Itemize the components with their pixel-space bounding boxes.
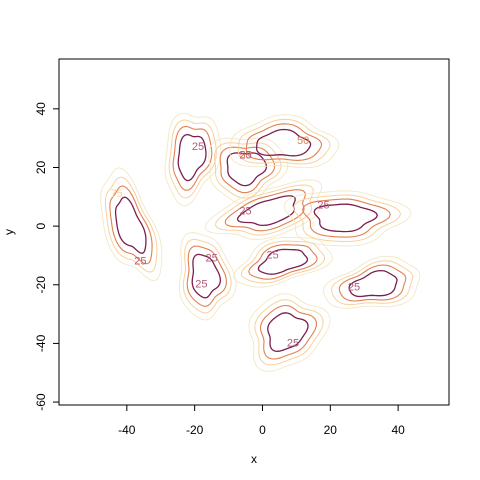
contour-line-level-75 [255,300,323,365]
contour-cluster-D [101,168,162,281]
contour-layer [101,113,420,371]
y-axis-label: y [2,229,16,235]
y-tick-label: -40 [34,334,48,352]
contour-line-level-25 [116,197,146,253]
x-tick-label: 20 [324,423,338,437]
contour-label: 50 [297,135,309,147]
contour-label: 25 [239,150,251,162]
contour-label: 25 [239,205,251,217]
contour-cluster-H [234,237,333,287]
contour-label: 25 [192,141,204,153]
x-tick-label: 0 [259,423,266,437]
contour-cluster-J [249,294,330,372]
x-tick-label: -40 [118,423,136,437]
contour-label: 25 [348,282,360,294]
y-axis: -60 -40 -20 0 20 40 [34,102,59,411]
x-axis: -40 -20 0 20 40 [118,405,405,437]
contour-cluster-G [179,233,236,321]
contour-cluster-A [165,113,221,206]
y-tick-label: -60 [34,393,48,411]
contour-label: 75 [111,188,123,200]
y-tick-label: 0 [34,222,48,229]
contour-label: 25 [205,252,217,264]
x-tick-label: 40 [391,423,405,437]
contour-label: 25 [195,279,207,291]
x-tick-label: -20 [186,423,204,437]
contour-label: 25 [317,200,329,212]
x-axis-label: x [251,452,257,466]
y-tick-label: 20 [34,160,48,174]
contour-label: 25 [134,255,146,267]
y-tick-label: 40 [34,102,48,116]
contour-label: 25 [267,249,279,261]
y-tick-label: -20 [34,276,48,294]
contour-cluster-I [324,256,420,308]
contour-line-level-75 [183,239,231,313]
contour-label: 25 [287,337,299,349]
contour-line-level-95 [101,168,162,281]
